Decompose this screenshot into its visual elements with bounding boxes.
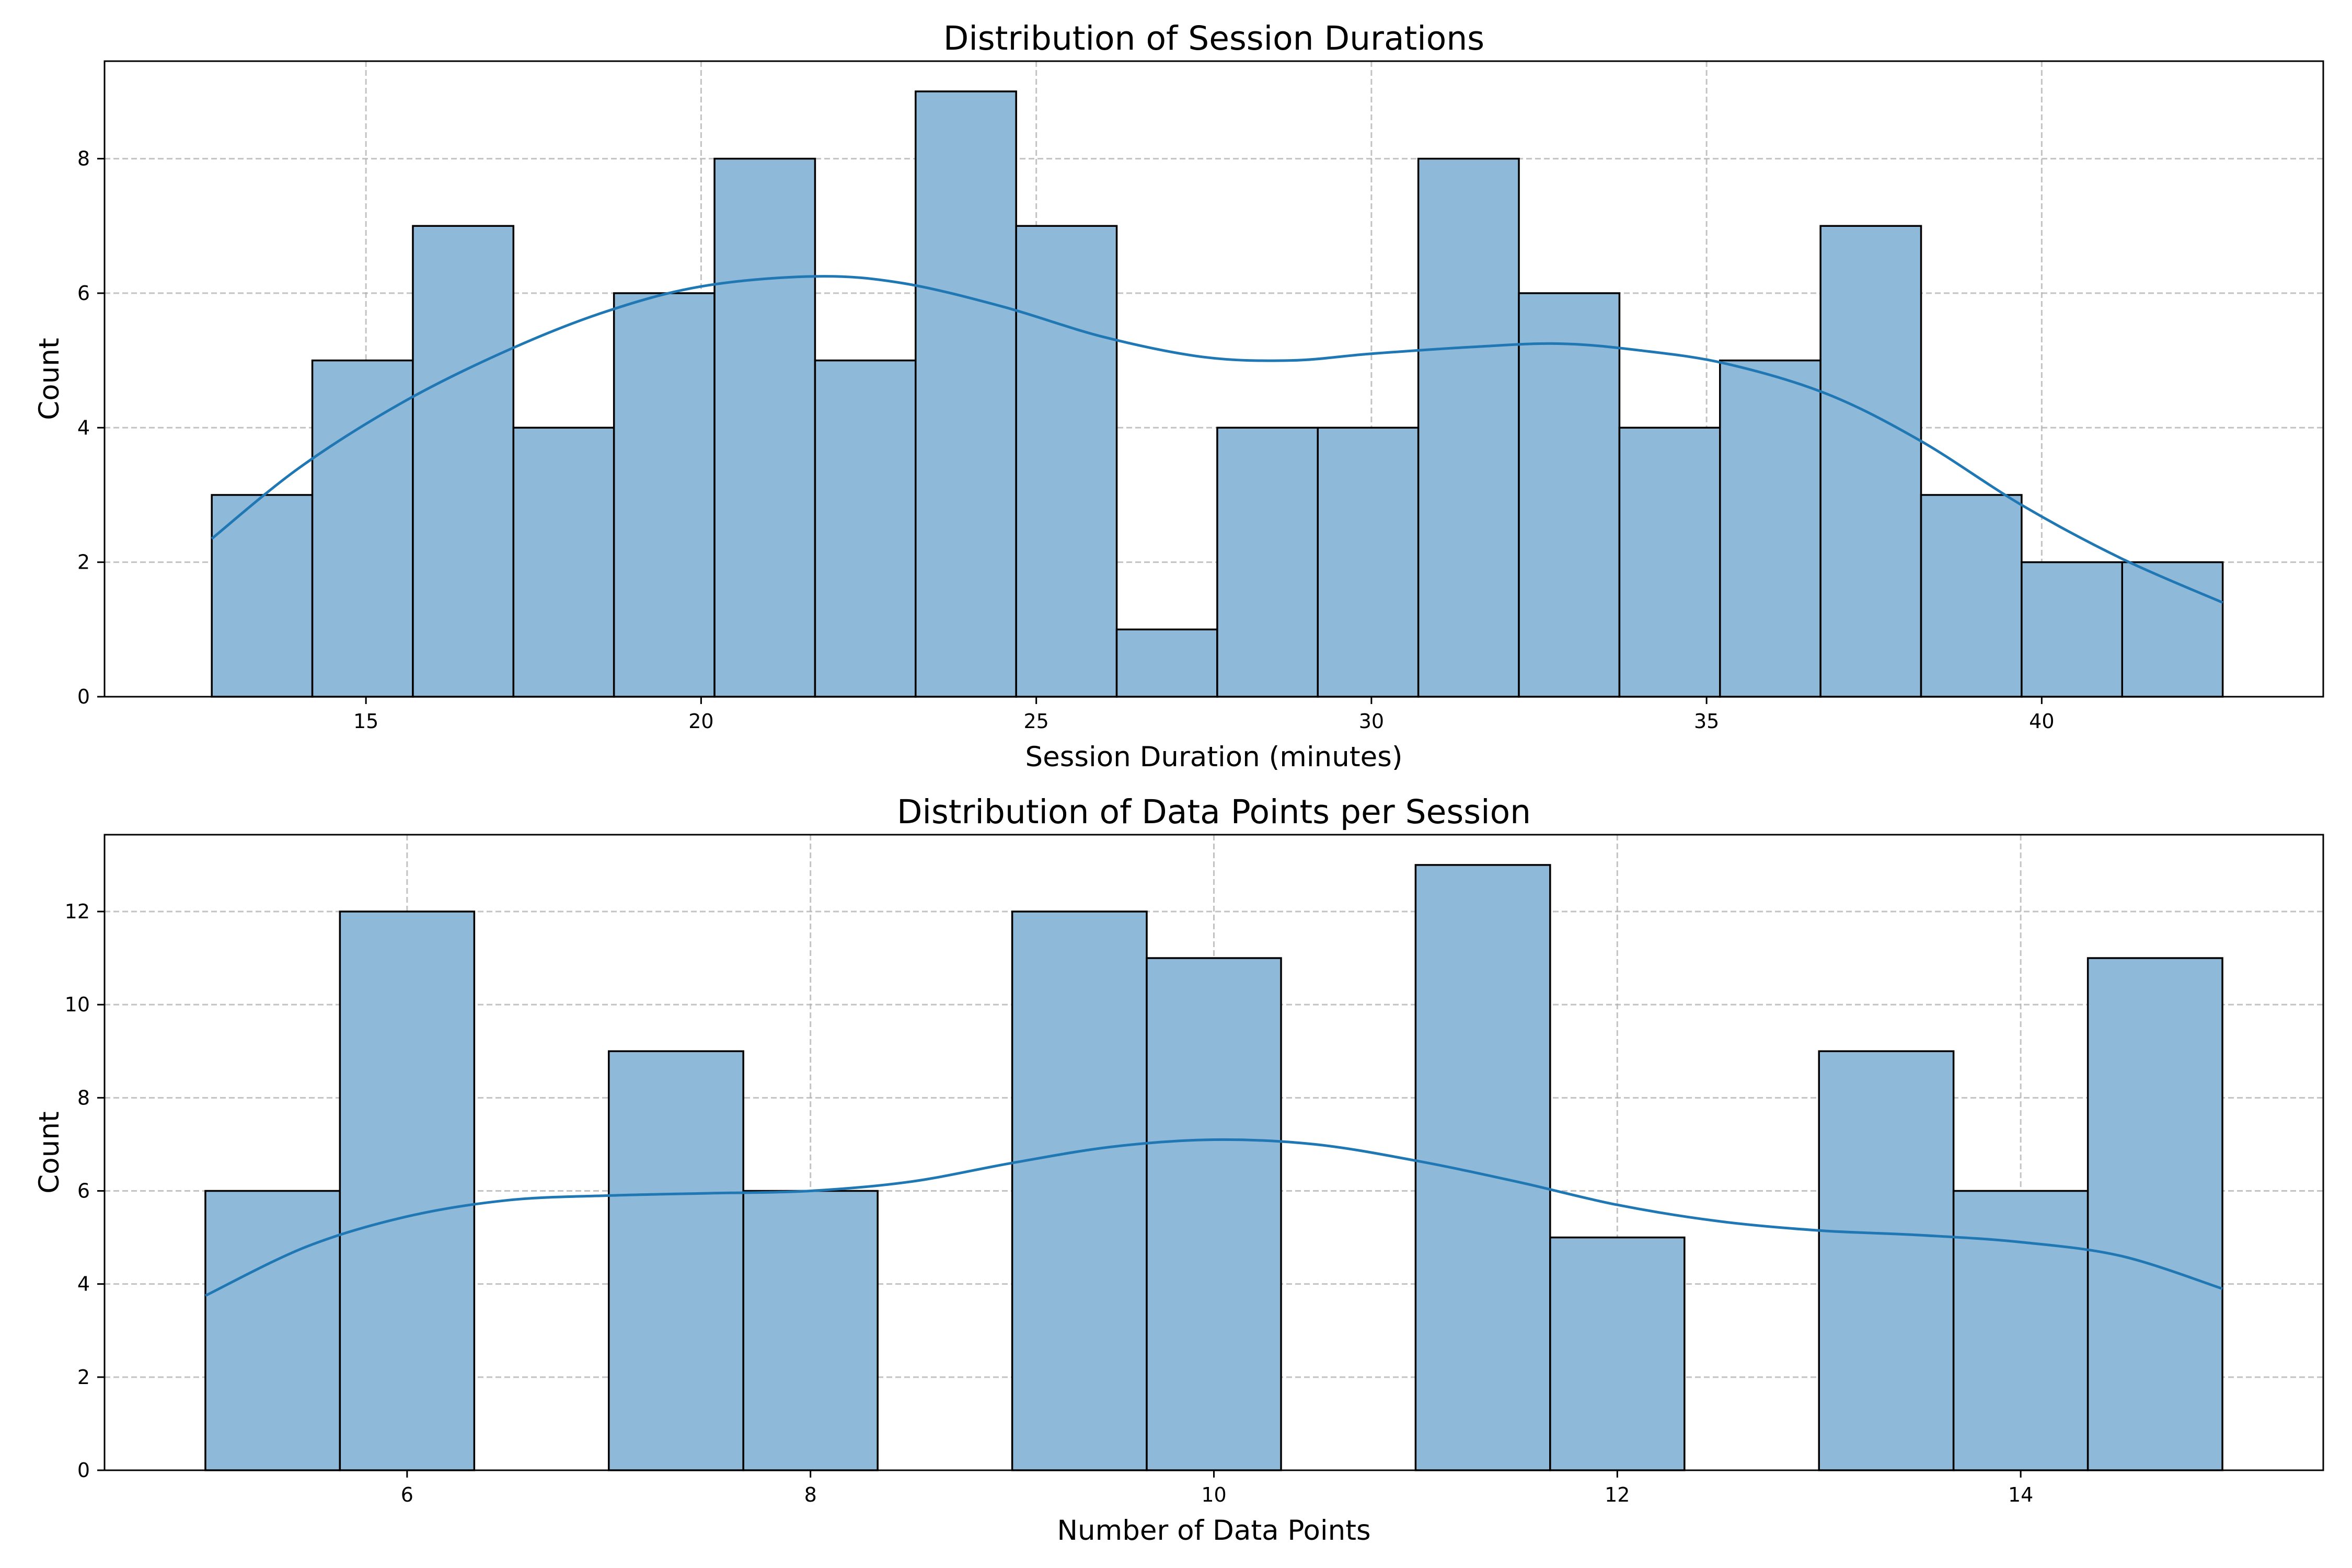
y-axis-label: Count: [33, 1111, 65, 1193]
x-tick-label: 30: [1359, 710, 1384, 733]
y-axis-label: Count: [33, 338, 65, 420]
kde-curve: [211, 275, 2223, 604]
axes-frame: [103, 60, 2324, 698]
histogram-bar: [204, 1190, 341, 1471]
x-axis-label: Session Duration (minutes): [1025, 741, 1403, 773]
histogram-bar: [1952, 1190, 2089, 1471]
kde-layer: [211, 275, 2223, 604]
y-tick-label: 6: [77, 282, 90, 305]
histogram-bar: [915, 90, 1017, 698]
chart-title: Distribution of Data Points per Session: [897, 793, 1531, 831]
data-points-histogram: 6 8 10 12 14 0 2 4 6 8 10 12 Distribution of Data P…: [33, 793, 2324, 1547]
histogram-bar: [339, 910, 476, 1471]
histogram-bar: [412, 225, 515, 698]
kde-curve: [204, 1138, 2223, 1297]
histogram-bar: [2021, 561, 2124, 698]
histogram-bar: [2086, 957, 2223, 1471]
histogram-bar: [608, 1050, 744, 1471]
histogram-bar: [613, 292, 716, 698]
y-tick-label: 2: [77, 1366, 90, 1389]
y-tick-label: 4: [77, 1273, 90, 1296]
y-tick-label: 12: [65, 900, 90, 923]
histogram-bar: [742, 1190, 879, 1471]
x-tick-label: 10: [1201, 1483, 1226, 1506]
histogram-bar: [1549, 1236, 1686, 1471]
x-tick-label: 25: [1023, 710, 1048, 733]
histogram-bar: [512, 426, 615, 698]
x-tick-label: 35: [1694, 710, 1719, 733]
y-tick-label: 0: [77, 1459, 90, 1482]
x-axis-label: Number of Data Points: [1057, 1515, 1370, 1547]
histogram-bar: [1115, 628, 1218, 698]
histogram-bar: [1414, 864, 1551, 1471]
histogram-bar: [1920, 494, 2023, 698]
histogram-bar: [311, 359, 414, 698]
histogram-bar: [713, 157, 816, 698]
x-tick-label: 14: [2008, 1483, 2033, 1506]
y-tick-label: 0: [77, 685, 90, 708]
histogram-bar: [1216, 426, 1319, 698]
x-tick-label: 40: [2029, 710, 2054, 733]
kde-layer: [204, 1138, 2223, 1297]
histogram-bars: [204, 864, 2223, 1471]
y-tick-label: 10: [65, 993, 90, 1016]
axis-ticks: 6 8 10 12 14 0 2 4 6 8 10 12: [65, 900, 2034, 1506]
histogram-bar: [1719, 359, 1821, 698]
chart-title: Distribution of Session Durations: [943, 19, 1484, 57]
y-tick-label: 6: [77, 1179, 90, 1202]
y-tick-label: 8: [77, 147, 90, 170]
histogram-bar: [1015, 225, 1118, 698]
x-tick-label: 8: [804, 1483, 817, 1506]
histogram-bars: [211, 90, 2224, 698]
histogram-bar: [1417, 157, 1520, 698]
y-tick-label: 8: [77, 1086, 90, 1109]
axis-ticks: 15 20 25 30 35 40 0 2 4 6 8: [77, 147, 2055, 733]
histogram-bar: [1317, 426, 1420, 698]
y-tick-label: 4: [77, 416, 90, 439]
x-tick-label: 15: [353, 710, 378, 733]
histogram-bar: [814, 359, 917, 698]
histogram-bar: [1011, 910, 1148, 1471]
histogram-bar: [1818, 1050, 1955, 1471]
x-tick-label: 20: [688, 710, 713, 733]
histogram-bar: [1518, 292, 1621, 698]
session-duration-histogram: 15 20 25 30 35 40 0 2 4 6 8 Distribution of Sessio…: [33, 19, 2324, 773]
y-tick-label: 2: [77, 551, 90, 574]
histogram-bar: [1146, 957, 1282, 1471]
histogram-bar: [1819, 225, 1922, 698]
x-tick-label: 6: [401, 1483, 413, 1506]
histogram-bar: [1618, 426, 1721, 698]
x-tick-label: 12: [1605, 1483, 1630, 1506]
